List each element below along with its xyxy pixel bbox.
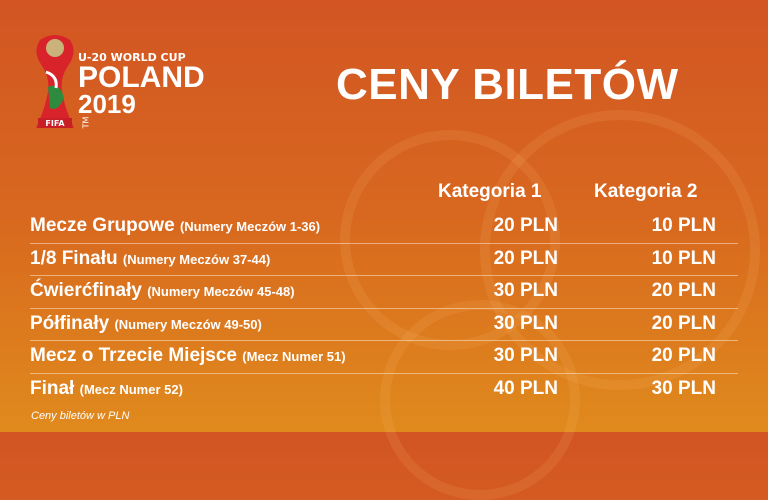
trademark: TM bbox=[81, 116, 91, 129]
table-row: Ćwierćfinały (Numery Meczów 45-48) 30 PL… bbox=[30, 276, 738, 309]
stage-detail: (Mecz Numer 51) bbox=[242, 349, 346, 364]
price-category-2: 10 PLN bbox=[651, 247, 716, 269]
fifa-badge: FIFA bbox=[45, 119, 65, 128]
column-header-kategoria-1: Kategoria 1 bbox=[438, 181, 542, 202]
price-category-2: 30 PLN bbox=[651, 377, 716, 399]
match-stage: Finał (Mecz Numer 52) bbox=[30, 378, 183, 400]
page-title: CENY BILETÓW bbox=[336, 60, 679, 109]
price-category-1: 20 PLN bbox=[493, 247, 558, 269]
logo-line2: POLAND bbox=[78, 61, 205, 94]
table-row: Mecze Grupowe (Numery Meczów 1-36) 20 PL… bbox=[30, 211, 738, 244]
price-category-1: 30 PLN bbox=[493, 280, 558, 301]
column-header-kategoria-2: Kategoria 2 bbox=[594, 181, 698, 202]
footnote: Ceny biletów w PLN bbox=[31, 410, 130, 422]
price-category-1: 20 PLN bbox=[493, 215, 558, 236]
table-row: Finał (Mecz Numer 52) 40 PLN 30 PLN bbox=[30, 374, 738, 407]
match-stage: 1/8 Finału (Numery Meczów 37-44) bbox=[30, 248, 270, 270]
price-category-1: 30 PLN bbox=[493, 345, 558, 366]
price-category-2: 20 PLN bbox=[651, 280, 716, 301]
match-stage: Półfinały (Numery Meczów 49-50) bbox=[30, 313, 262, 335]
match-stage: Mecze Grupowe (Numery Meczów 1-36) bbox=[30, 215, 320, 237]
stage-name: Ćwierćfinały bbox=[30, 280, 142, 301]
price-category-2: 10 PLN bbox=[651, 215, 716, 236]
logo-text: U-20 WORLD CUP POLAND 2019 bbox=[78, 52, 205, 117]
table-row: 1/8 Finału (Numery Meczów 37-44) 20 PLN … bbox=[30, 244, 738, 276]
price-category-1: 30 PLN bbox=[493, 312, 558, 334]
table-row: Mecz o Trzecie Miejsce (Mecz Numer 51) 3… bbox=[30, 341, 738, 374]
stage-name: Finał bbox=[30, 377, 75, 399]
stage-name: 1/8 Finału bbox=[30, 247, 118, 269]
stage-name: Półfinały bbox=[30, 312, 110, 334]
stage-detail: (Numery Meczów 49-50) bbox=[114, 316, 262, 332]
stage-detail: (Numery Meczów 45-48) bbox=[147, 284, 295, 299]
price-table: Mecze Grupowe (Numery Meczów 1-36) 20 PL… bbox=[30, 211, 738, 406]
price-category-2: 20 PLN bbox=[651, 345, 716, 366]
logo-line1: U-20 WORLD CUP bbox=[78, 51, 186, 64]
match-stage: Ćwierćfinały (Numery Meczów 45-48) bbox=[30, 280, 295, 302]
background-pattern bbox=[480, 110, 760, 390]
stage-name: Mecze Grupowe bbox=[30, 215, 175, 236]
price-category-2: 20 PLN bbox=[651, 312, 716, 334]
trophy-logo: FIFA bbox=[36, 35, 74, 128]
logo-line3: 2019 bbox=[78, 89, 136, 119]
stage-detail: (Numery Meczów 37-44) bbox=[122, 251, 271, 267]
match-stage: Mecz o Trzecie Miejsce (Mecz Numer 51) bbox=[30, 345, 346, 367]
stage-name: Mecz o Trzecie Miejsce bbox=[30, 345, 237, 366]
stage-detail: (Numery Meczów 1-36) bbox=[179, 219, 321, 234]
table-row: Półfinały (Numery Meczów 49-50) 30 PLN 2… bbox=[30, 309, 738, 341]
stage-detail: (Mecz Numer 52) bbox=[79, 381, 183, 397]
price-category-1: 40 PLN bbox=[493, 377, 558, 399]
